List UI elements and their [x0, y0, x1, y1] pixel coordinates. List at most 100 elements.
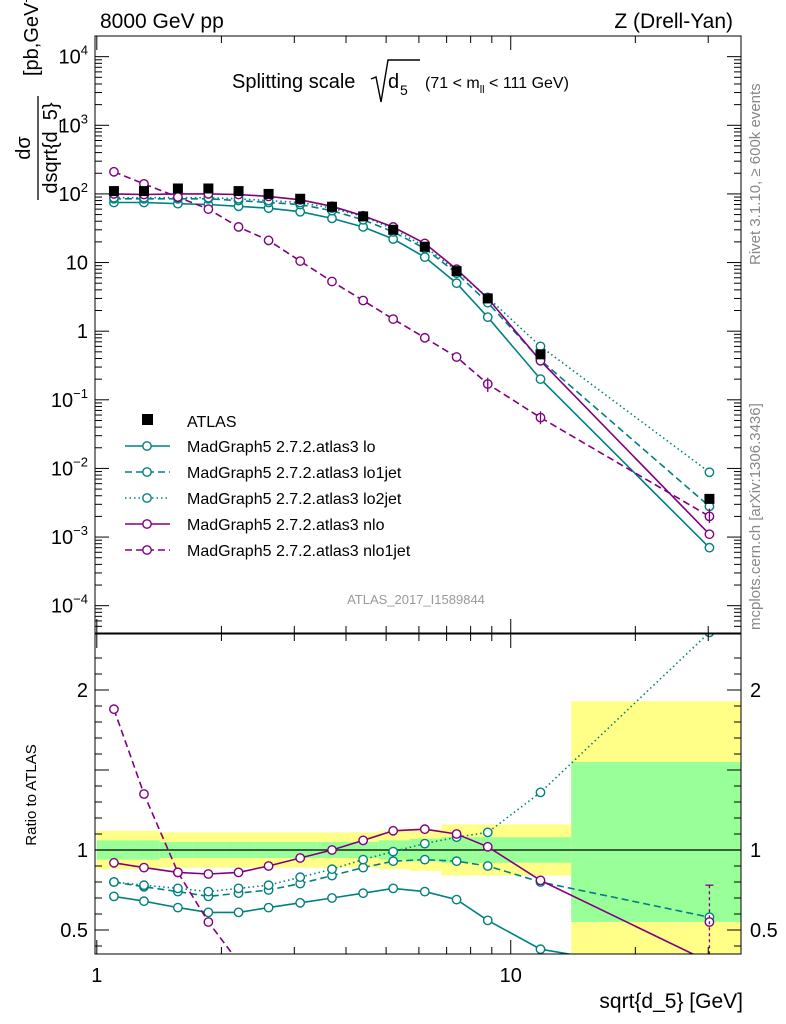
rivet-version-label: Rivet 3.1.10, ≥ 600k events — [747, 83, 764, 265]
ratio-series-marker-2 — [263, 880, 274, 891]
ratio-series-marker-2 — [419, 838, 430, 849]
y-tick-label: 104 — [59, 43, 88, 69]
ratio-series-marker-3 — [358, 835, 369, 846]
y-tick-label: 103 — [59, 111, 88, 137]
ratio-series-marker-1 — [388, 856, 399, 867]
main-series-marker-3 — [704, 529, 715, 540]
atlas-data-point — [326, 201, 337, 212]
ratio-series-marker-1 — [482, 861, 493, 871]
ratio-series-marker-0 — [109, 891, 119, 902]
ratio-series-marker-4 — [139, 789, 149, 799]
main-series-line-2 — [113, 196, 710, 473]
legend-marker — [142, 493, 152, 503]
ratio-series-marker-2 — [535, 787, 546, 798]
main-series-marker-4 — [295, 256, 306, 266]
main-series-marker-4 — [451, 352, 462, 362]
main-series-marker-4 — [203, 204, 214, 215]
ratio-series-marker-0 — [327, 893, 337, 903]
ratio-series-marker-0 — [295, 897, 306, 908]
main-series-marker-0 — [451, 278, 462, 289]
y-tick-label: 10−4 — [51, 592, 88, 618]
main-series-marker-4 — [263, 235, 274, 246]
main-series-marker-2 — [704, 467, 715, 478]
y-tick-label: 10−1 — [51, 386, 88, 412]
ratio-series-marker-2 — [358, 854, 369, 865]
ratio-series-marker-0 — [451, 894, 462, 905]
ratio-series-marker-3 — [388, 825, 399, 836]
ratio-y-tick-label-left: 0.5 — [60, 920, 88, 942]
ratio-series-marker-3 — [705, 958, 713, 966]
atlas-data-point — [482, 293, 493, 304]
atlas-data-point — [108, 186, 119, 197]
ratio-y-tick-label-right: 1 — [750, 840, 761, 862]
y-title-denominator: dsqrt{d_5} — [40, 102, 62, 194]
ratio-series-marker-2 — [295, 872, 306, 883]
ratio-panel — [95, 634, 741, 966]
ratio-series-marker-3 — [203, 869, 214, 879]
plot-title-main: Splitting scale — [232, 71, 355, 93]
y-tick-label: 102 — [59, 180, 88, 206]
x-tick-label: 10 — [500, 965, 522, 987]
legend-marker — [142, 519, 152, 529]
ratio-series-marker-3 — [482, 841, 493, 852]
ratio-y-tick-label-left: 2 — [77, 680, 88, 702]
stat-uncertainty-band — [571, 762, 741, 922]
ratio-series-marker-0 — [139, 896, 149, 907]
atlas-data-point — [203, 183, 214, 194]
atlas-data-point — [451, 266, 462, 277]
ratio-series-marker-3 — [535, 875, 546, 886]
plot-title-symbol: d — [388, 71, 399, 93]
y-tick-label: 10−3 — [51, 523, 88, 549]
ratio-series-marker-3 — [451, 829, 462, 839]
legend-marker — [142, 467, 152, 477]
legend-label: MadGraph5 2.7.2.atlas3 lo — [187, 439, 376, 456]
header-process-label: Z (Drell-Yan) — [614, 10, 733, 33]
ratio-series-marker-2 — [327, 864, 337, 875]
main-panel — [108, 166, 715, 553]
ratio-series-marker-2 — [139, 880, 149, 891]
main-series-marker-4 — [109, 166, 119, 177]
ratio-series-marker-0 — [172, 902, 183, 913]
bottom-y-axis-title: Ratio to ATLAS — [23, 744, 40, 845]
atlas-data-point — [535, 349, 546, 360]
x-axis-title: sqrt{d_5} [GeV] — [599, 990, 743, 1013]
ratio-series-marker-4 — [234, 958, 242, 966]
ratio-series-marker-0 — [419, 886, 430, 897]
legend-marker — [142, 441, 152, 451]
ratio-y-tick-label-right: 2 — [750, 680, 761, 702]
legend-label: MadGraph5 2.7.2.atlas3 lo1jet — [187, 465, 402, 482]
y-tick-label: 1 — [77, 321, 88, 343]
header-energy-label: 8000 GeV pp — [100, 10, 224, 33]
main-series-marker-0 — [704, 542, 715, 553]
plot-title-range-end: < 111 GeV) — [485, 75, 569, 92]
main-series-marker-4 — [233, 222, 244, 232]
ratio-series-marker-3 — [139, 862, 149, 873]
plot-title-range: (71 < mll < 111 GeV) — [425, 75, 569, 96]
main-series-marker-4 — [358, 295, 369, 306]
y-title-numerator: dσ — [13, 136, 35, 160]
main-series-marker-4 — [327, 276, 337, 287]
main-series-marker-0 — [419, 252, 430, 263]
atlas-data-point — [704, 493, 715, 504]
ratio-series-marker-1 — [419, 854, 430, 865]
y-tick-label: 10−2 — [51, 454, 88, 480]
legend-label: MadGraph5 2.7.2.atlas3 nlo — [187, 517, 385, 534]
ratio-y-tick-label-left: 1 — [77, 840, 88, 862]
ratio-series-marker-2 — [109, 877, 119, 887]
ratio-series-marker-3 — [419, 824, 430, 835]
atlas-data-point — [263, 188, 274, 199]
atlas-data-point — [419, 241, 430, 252]
main-series-marker-4 — [419, 332, 430, 343]
atlas-data-point — [295, 193, 306, 204]
y-unit-exp: -1 — [18, 0, 33, 3]
ratio-series-marker-4 — [109, 704, 119, 715]
ratio-series-marker-4 — [172, 867, 183, 878]
ratio-y-tick-label-right: 0.5 — [750, 920, 778, 942]
ratio-series-marker-2 — [172, 883, 183, 894]
top-y-axis-unit: [pb,GeV-1] — [18, 0, 43, 76]
main-series-marker-0 — [535, 374, 546, 385]
legend-atlas-marker — [142, 414, 153, 425]
main-series-line-1 — [113, 198, 710, 508]
